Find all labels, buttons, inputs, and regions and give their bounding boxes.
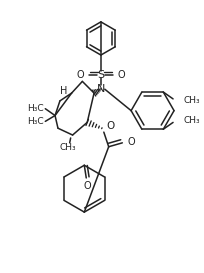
Text: H: H [60, 86, 67, 96]
Text: S: S [97, 70, 104, 79]
Text: H₃C: H₃C [27, 117, 44, 126]
Text: O: O [127, 137, 134, 147]
Text: O: O [117, 70, 125, 79]
Text: O: O [76, 70, 84, 79]
Text: H₃C: H₃C [27, 104, 44, 113]
Text: O: O [83, 181, 91, 191]
Text: CH₃: CH₃ [59, 143, 76, 152]
Text: CH₃: CH₃ [183, 116, 200, 125]
Text: N: N [96, 84, 105, 94]
Text: CH₃: CH₃ [183, 96, 200, 105]
Text: O: O [106, 121, 114, 131]
